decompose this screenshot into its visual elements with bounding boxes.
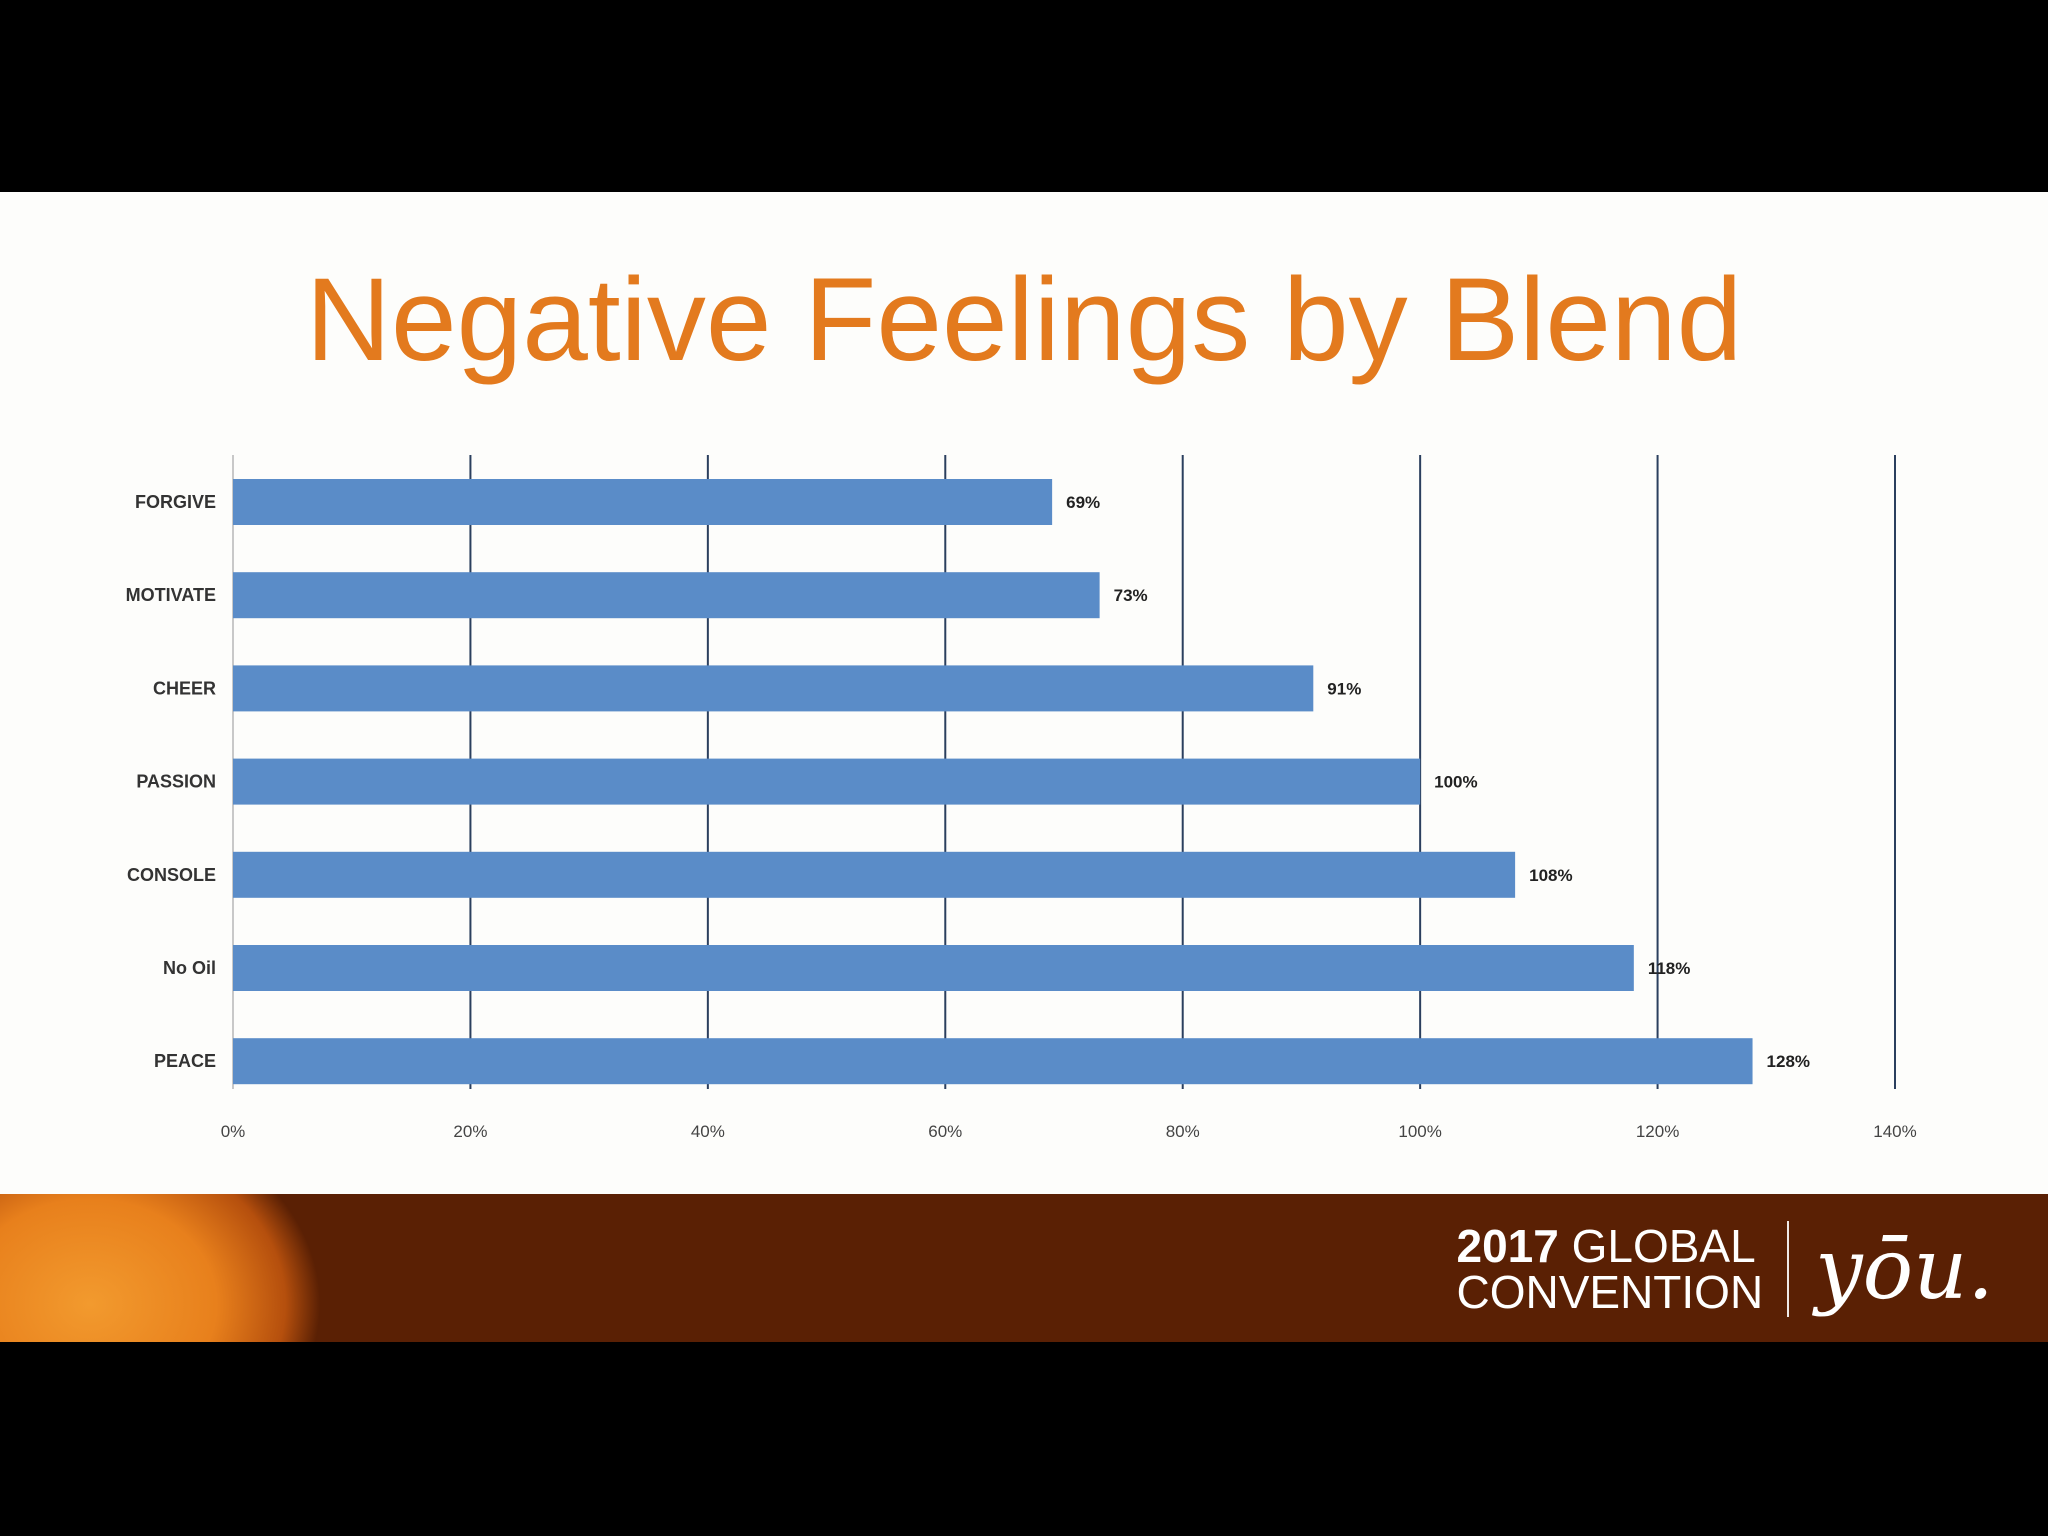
brand-convention: CONVENTION [1456,1266,1764,1318]
bar-no-oil [233,945,1634,991]
bar-passion [233,758,1421,805]
bars [233,479,1753,1085]
bar-motivate [233,572,1100,619]
value-label: 118% [1648,959,1691,978]
x-tick-label: 60% [928,1122,962,1141]
category-label: CHEER [153,678,216,698]
x-tick-label: 0% [221,1122,246,1141]
value-labels: 69% 73% 91% 100% 108% 118% 128% [1066,493,1810,1071]
value-label: 100% [1434,773,1477,792]
x-tick-label: 100% [1398,1122,1441,1141]
bar-console [233,851,1516,898]
footer-banner: 2017 GLOBAL CONVENTION yōu. [0,1194,2048,1342]
value-label: 69% [1066,493,1100,512]
x-tick-label: 120% [1636,1122,1679,1141]
brand-global: GLOBAL [1571,1220,1756,1272]
category-label: PEACE [154,1051,216,1071]
x-tick-label: 20% [453,1122,487,1141]
bar-chart: FORGIVE MOTIVATE CHEER PASSION CONSOLE No Oil… [126,455,1917,1141]
category-label: No Oil [163,958,216,978]
brand-year: 2017 [1456,1220,1559,1272]
category-label: PASSION [136,772,216,792]
x-tick-label: 80% [1166,1122,1200,1141]
x-tick-labels: 0% 20% 40% 60% 80% 100% 120% 140% [221,1122,1917,1141]
value-label: 108% [1529,866,1572,885]
slide: Negative Feelings by Blend FORGIVE MOTIVA… [0,192,2048,1342]
convention-brand: 2017 GLOBAL CONVENTION yōu. [1456,1214,1994,1324]
value-label: 128% [1767,1052,1810,1071]
category-label: FORGIVE [135,492,216,512]
bar-cheer [233,665,1314,712]
category-labels: FORGIVE MOTIVATE CHEER PASSION CONSOLE No Oil… [126,492,216,1071]
bar-peace [233,1038,1753,1085]
you-logo: yōu. [1815,1220,1994,1318]
x-tick-label: 140% [1873,1122,1916,1141]
value-label: 73% [1114,586,1148,605]
brand-divider [1787,1221,1790,1317]
x-tick-label: 40% [691,1122,725,1141]
category-label: MOTIVATE [126,585,216,605]
chart-title: Negative Feelings by Blend [305,254,1743,386]
value-label: 91% [1327,679,1361,698]
category-label: CONSOLE [127,865,216,885]
bar-forgive [233,479,1053,525]
